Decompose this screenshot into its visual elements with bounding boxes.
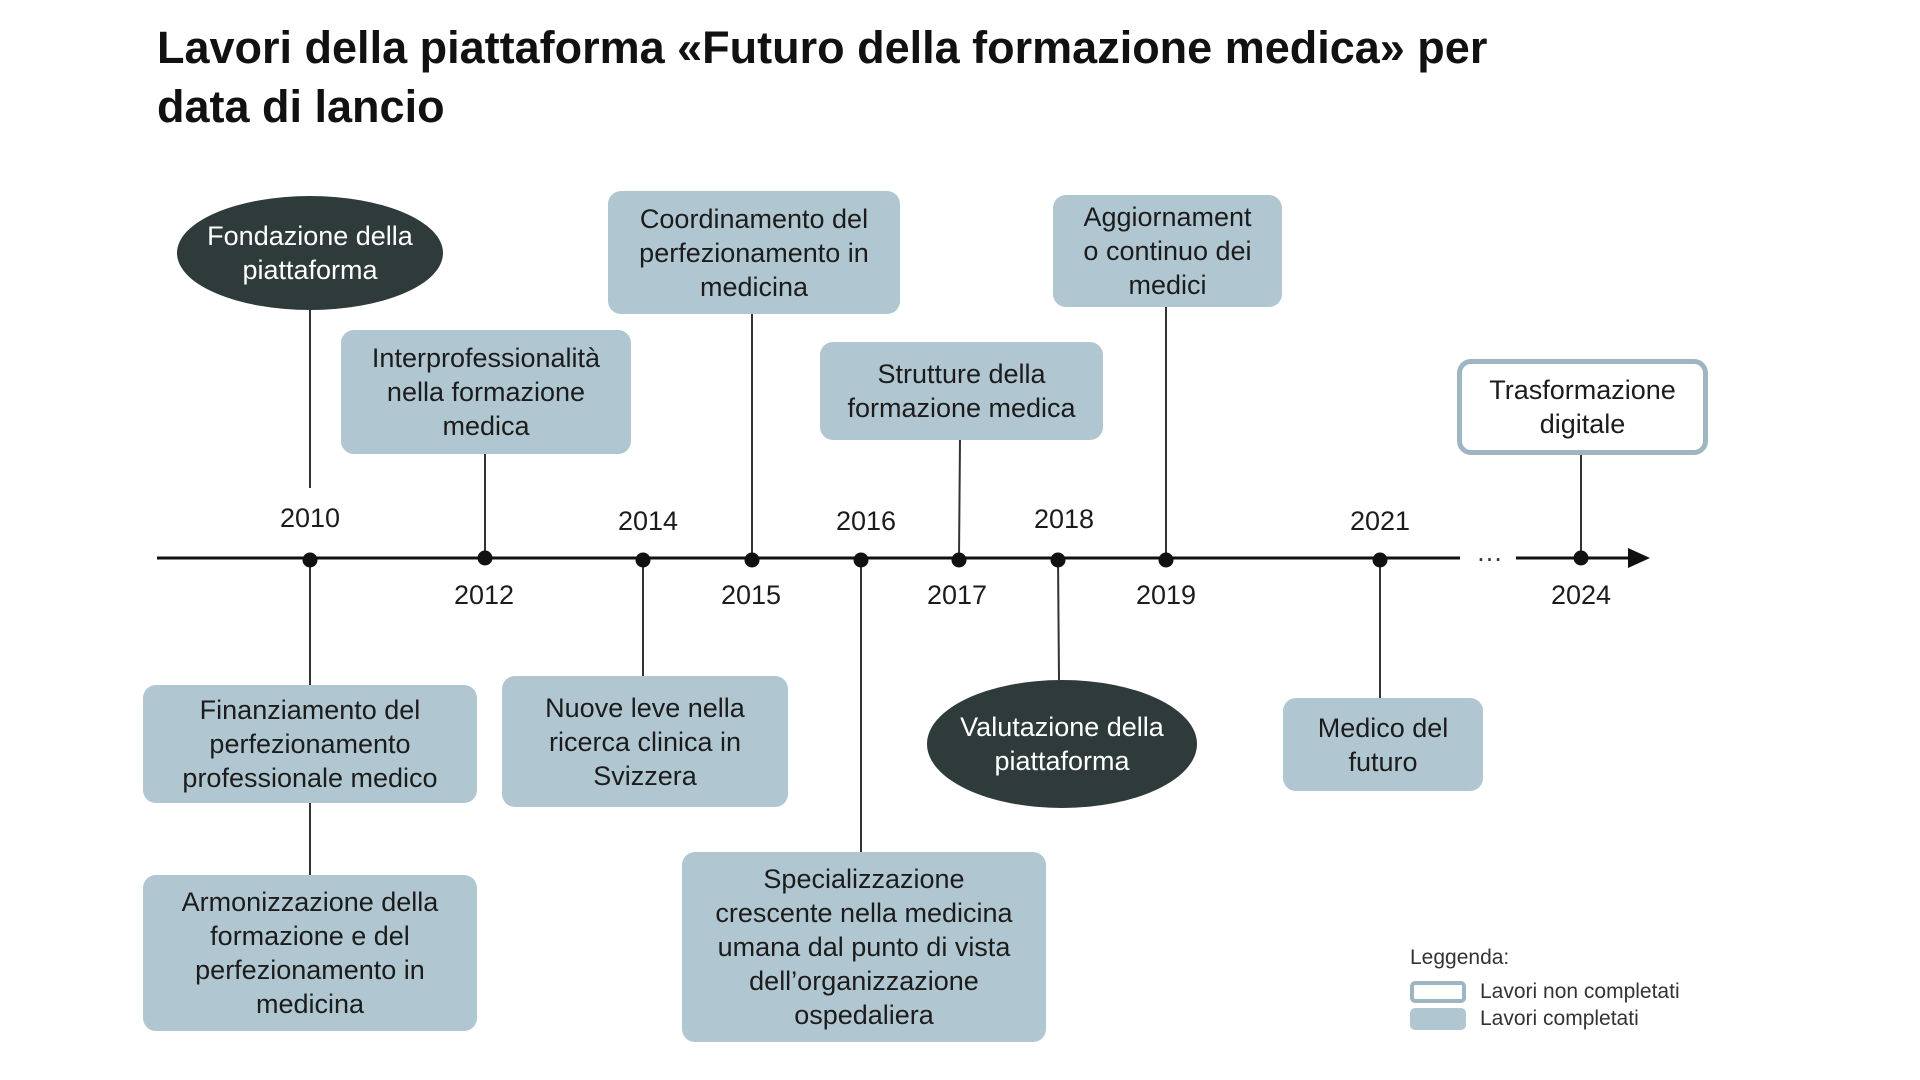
year-label-2016: 2016 — [835, 506, 897, 536]
year-label-2017: 2017 — [926, 580, 988, 610]
milestone-valutazione-piattaforma: Valutazione della piattaforma — [927, 680, 1197, 808]
legend-item-completed: Lavori completati — [1410, 1005, 1680, 1032]
milestone-fondazione-piattaforma: Fondazione della piattaforma — [177, 196, 443, 310]
box-coordinamento: Coordinamento del perfezionamento in medic… — [608, 191, 900, 314]
year-label-2021: 2021 — [1349, 506, 1411, 536]
year-label-2010: 2010 — [279, 503, 341, 533]
title-line-2: data di lancio — [157, 81, 445, 132]
year-label-2018: 2018 — [1033, 504, 1095, 534]
box-strutture: Strutture della formazione medica — [820, 342, 1103, 440]
box-nuove-leve: Nuove leve nella ricerca clinica in Svizze… — [502, 676, 788, 807]
year-label-2024: 2024 — [1550, 580, 1612, 610]
year-label-2012: 2012 — [453, 580, 515, 610]
legend-label-not-completed: Lavori non completati — [1480, 979, 1680, 1003]
legend-title: Leggenda: — [1410, 946, 1510, 969]
box-specializzazione: Specializzazione crescente nella medicina… — [682, 852, 1046, 1042]
box-armonizzazione: Armonizzazione della formazione e del perf… — [143, 875, 477, 1031]
page-title: Lavori della piattaforma «Futuro della f… — [157, 18, 1717, 136]
box-finanziamento: Finanziamento del perfezionamento professi… — [143, 685, 477, 803]
box-interprofessionalita: Interprofessionalità nella formazione medi… — [341, 330, 631, 454]
title-line-1: Lavori della piattaforma «Futuro della f… — [157, 22, 1488, 73]
legend-item-not-completed: Lavori non completati — [1410, 978, 1680, 1005]
timeline-dots — [302, 550, 1589, 568]
legend: Leggenda: Lavori non completati Lavori c… — [1410, 946, 1680, 1032]
year-label-2015: 2015 — [720, 580, 782, 610]
box-aggiornamento: Aggiornament o continuo dei medici — [1053, 195, 1282, 307]
timeline-arrowhead — [1628, 548, 1650, 568]
box-trasformazione-digitale: Trasformazione digitale — [1457, 359, 1708, 455]
legend-swatch-not-completed — [1410, 980, 1466, 1003]
legend-swatch-completed — [1410, 1007, 1466, 1030]
timeline-ellipsis: … — [1476, 537, 1503, 567]
year-label-2014: 2014 — [617, 506, 679, 536]
year-label-2019: 2019 — [1135, 580, 1197, 610]
box-medico-del-futuro: Medico del futuro — [1283, 698, 1483, 791]
legend-label-completed: Lavori completati — [1480, 1006, 1639, 1030]
